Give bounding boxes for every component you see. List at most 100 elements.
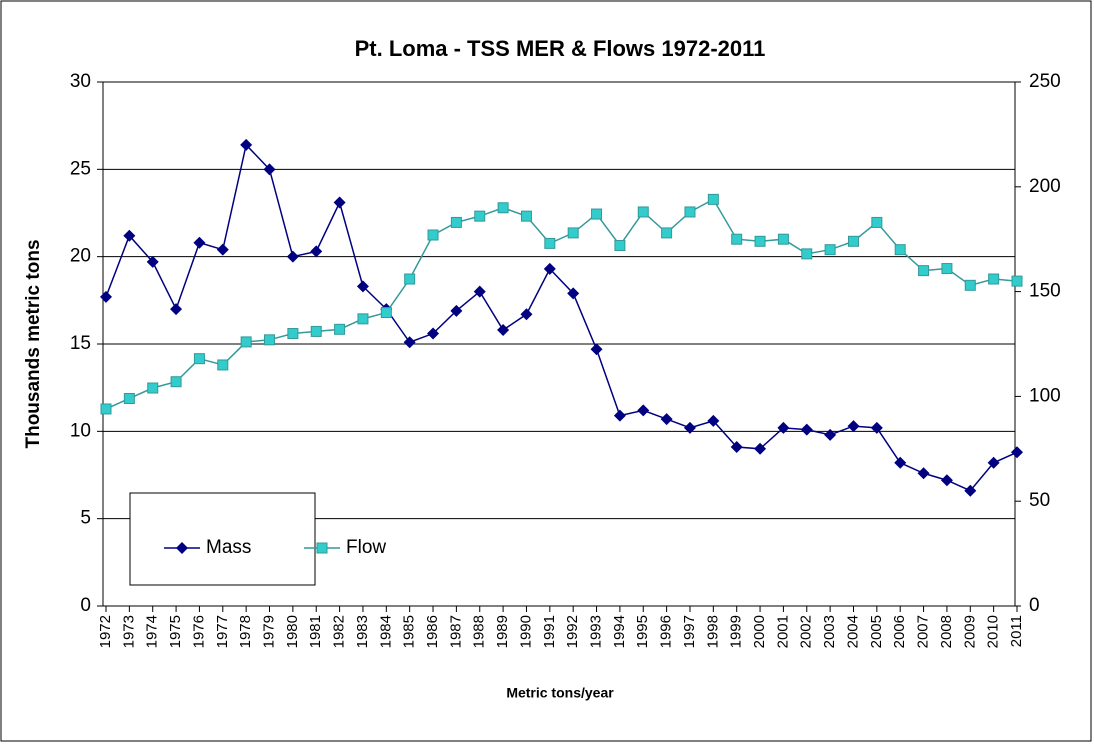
marker (918, 265, 930, 277)
marker (520, 308, 533, 321)
y-tick-label: 10 (70, 420, 91, 441)
x-tick-label: 1983 (354, 615, 371, 648)
marker (240, 336, 252, 348)
x-tick-label: 1979 (260, 615, 277, 648)
x-tick-label: 1973 (120, 615, 137, 648)
marker (894, 456, 907, 469)
x-tick-label: 2009 (961, 615, 978, 648)
marker (176, 542, 188, 554)
marker (357, 313, 369, 325)
y2-tick-label: 0 (1029, 595, 1040, 616)
marker (730, 441, 743, 454)
y-tick-label: 20 (70, 246, 91, 267)
x-tick-label: 1993 (588, 615, 605, 648)
y2-tick-label: 250 (1029, 71, 1061, 92)
x-tick-label: 2003 (821, 615, 838, 648)
legend-box (129, 492, 316, 586)
y-tick-label: 30 (70, 71, 91, 92)
x-tick-label: 1990 (517, 615, 534, 648)
marker (146, 255, 159, 268)
marker (403, 336, 416, 349)
marker (543, 262, 556, 275)
marker (356, 280, 369, 293)
x-tick-label: 1989 (494, 615, 511, 648)
marker (310, 245, 323, 258)
marker (940, 474, 953, 487)
marker (380, 307, 392, 319)
y-tick-label: 0 (80, 595, 91, 616)
x-tick-label: 1980 (284, 615, 301, 648)
x-tick-label: 1972 (97, 615, 114, 648)
y-tick-label: 5 (80, 508, 91, 529)
marker (637, 404, 650, 417)
y2-tick-label: 200 (1029, 176, 1061, 197)
series (100, 193, 1023, 415)
marker (316, 542, 328, 554)
marker (754, 442, 767, 455)
marker (777, 421, 790, 434)
marker (1011, 275, 1023, 287)
series-line (105, 143, 1018, 492)
x-tick-label: 2010 (985, 615, 1002, 648)
legend-label: Flow (346, 537, 386, 558)
marker (707, 193, 719, 205)
x-tick-label: 1981 (307, 615, 324, 648)
x-tick-label: 1988 (471, 615, 488, 648)
x-tick-label: 1985 (401, 615, 418, 648)
marker (427, 229, 439, 241)
marker (801, 248, 813, 260)
y-tick-label: 25 (70, 158, 91, 179)
marker (100, 290, 112, 303)
marker (754, 235, 766, 247)
y2-tick-label: 100 (1029, 385, 1061, 406)
x-tick-label: 1996 (658, 615, 675, 648)
marker (964, 279, 976, 291)
x-tick-label: 1987 (447, 615, 464, 648)
x-tick-label: 1977 (214, 615, 231, 648)
marker (264, 334, 276, 346)
marker (988, 273, 1000, 285)
marker (147, 382, 159, 394)
marker (450, 216, 462, 228)
marker (544, 237, 556, 249)
x-tick-label: 1984 (377, 615, 394, 648)
x-tick-label: 2005 (868, 615, 885, 648)
marker (427, 327, 440, 340)
marker (824, 244, 836, 256)
marker (707, 414, 720, 427)
marker (871, 216, 883, 228)
x-tick-label: 1995 (634, 615, 651, 648)
marker (824, 428, 837, 441)
marker (637, 206, 649, 218)
marker (193, 236, 206, 249)
x-tick-label: 1994 (611, 615, 628, 648)
x-tick-label: 2001 (774, 615, 791, 648)
x-tick-label: 1975 (167, 615, 184, 648)
marker (216, 243, 229, 256)
x-tick-label: 1999 (728, 615, 745, 648)
chart-title: Pt. Loma - TSS MER & Flows 1972-2011 (355, 36, 766, 61)
marker (520, 210, 532, 222)
marker (660, 413, 673, 426)
x-tick-label: 1991 (541, 615, 558, 648)
x-tick-label: 2011 (1008, 615, 1025, 647)
x-tick-label: 2004 (844, 615, 861, 648)
marker (917, 467, 930, 480)
marker (310, 325, 322, 337)
x-tick-label: 2000 (751, 615, 768, 648)
marker (567, 287, 580, 300)
x-tick-label: 1986 (424, 615, 441, 648)
x-tick-label: 2008 (938, 615, 955, 648)
y2-tick-label: 50 (1029, 490, 1050, 511)
series (100, 138, 1023, 497)
marker (333, 196, 346, 209)
marker (286, 250, 299, 263)
marker (731, 233, 743, 245)
marker (614, 239, 626, 251)
marker (263, 163, 276, 176)
marker (777, 233, 789, 245)
marker (473, 285, 486, 298)
marker (193, 353, 205, 365)
x-tick-label: 1982 (331, 615, 348, 648)
